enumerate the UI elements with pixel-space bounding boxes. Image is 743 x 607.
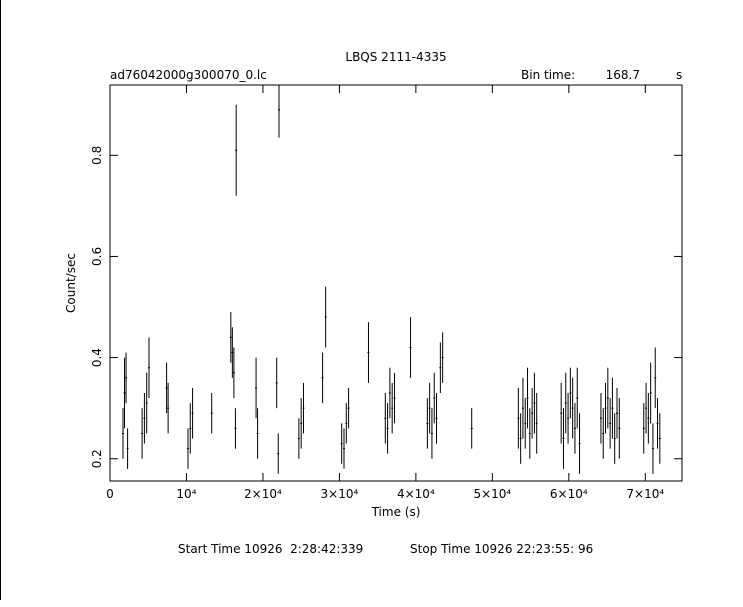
- bin-time: 168.7: [606, 68, 640, 82]
- y-tick-label: 0.2: [90, 449, 104, 468]
- x-tick-label: 10⁴: [176, 487, 196, 501]
- data-layer: [122, 85, 661, 474]
- x-tick-label: 3×10⁴: [321, 487, 359, 501]
- file-name: ad76042000g300070_0.lc: [110, 68, 267, 82]
- x-axis-label: Time (s): [371, 505, 421, 519]
- x-tick-label: 6×10⁴: [550, 487, 588, 501]
- x-tick-label: 0: [106, 487, 114, 501]
- y-tick-label: 0.8: [90, 146, 104, 165]
- plot-frame: [109, 84, 683, 482]
- bin-label: Bin time:: [521, 68, 575, 82]
- y-axis-label: Count/sec: [64, 253, 78, 313]
- x-tick-label: 4×10⁴: [397, 487, 435, 501]
- stop-time: Stop Time 10926 22:23:55: 96: [410, 542, 593, 556]
- x-tick-label: 2×10⁴: [244, 487, 282, 501]
- x-tick-label: 5×10⁴: [473, 487, 511, 501]
- start-time: Start Time 10926 2:28:42:339: [178, 542, 363, 556]
- y-tick-label: 0.6: [90, 247, 104, 266]
- chart-title: LBQS 2111-4335: [345, 50, 446, 64]
- y-tick-label: 0.4: [90, 348, 104, 367]
- x-tick-label: 7×10⁴: [626, 487, 664, 501]
- bin-unit: s: [676, 68, 682, 82]
